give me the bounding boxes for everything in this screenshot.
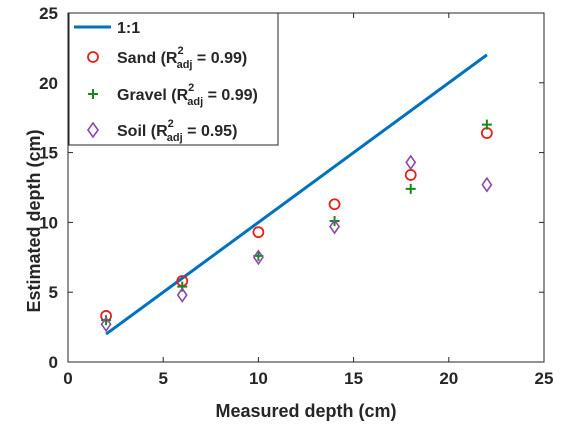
legend-label-gravel: Gravel (R2 adj = 0.99) xyxy=(117,82,258,108)
y-tick-label-3: 15 xyxy=(39,144,58,163)
legend: 1:1 Sand (R2 adj = 0.99) Gravel (R2 adj = … xyxy=(68,12,279,146)
legend-label-sand: Sand (R2 adj = 0.99) xyxy=(117,45,247,71)
legend-entry-soil: Soil (R2 adj = 0.95) xyxy=(87,118,237,144)
legend-soil-sup: 2 xyxy=(168,118,174,130)
soil-point-5 xyxy=(481,176,493,193)
y-axis-label: Estimated depth (cm) xyxy=(24,129,44,312)
legend-sand-suffix: = 0.99) xyxy=(192,50,247,67)
x-tick-label-4: 20 xyxy=(439,369,458,388)
legend-entry-gravel: Gravel (R2 adj = 0.99) xyxy=(88,82,258,108)
gravel-point-5 xyxy=(481,119,492,130)
x-axis-label: Measured depth (cm) xyxy=(215,401,396,421)
legend-soil-suffix: = 0.95) xyxy=(183,123,238,140)
soil-point-3 xyxy=(329,218,341,235)
legend-gravel-sub: adj xyxy=(187,96,203,108)
gravel-point-4 xyxy=(405,183,416,194)
y-tick-label-1: 5 xyxy=(49,283,58,302)
sand-point-2 xyxy=(252,226,265,239)
legend-entry-line: 1:1 xyxy=(74,20,140,37)
soil-point-2 xyxy=(252,249,264,266)
x-tick-label-0: 0 xyxy=(63,369,72,388)
x-tick-label-5: 25 xyxy=(535,369,554,388)
legend-label-line: 1:1 xyxy=(117,20,140,37)
legend-sand-marker xyxy=(87,51,99,63)
legend-label-soil: Soil (R2 adj = 0.95) xyxy=(117,118,237,144)
legend-gravel-marker xyxy=(88,89,98,99)
gravel-point-1 xyxy=(177,281,188,292)
legend-soil-sub: adj xyxy=(167,132,183,144)
y-tick-label-2: 10 xyxy=(39,213,58,232)
legend-sand-sub: adj xyxy=(177,59,193,71)
x-tick-label-2: 10 xyxy=(249,369,268,388)
plot-marks xyxy=(100,53,493,336)
legend-sand-prefix: Sand (R xyxy=(117,50,178,67)
soil-point-0 xyxy=(100,316,112,333)
soil-point-1 xyxy=(176,287,188,303)
legend-gravel-prefix: Gravel (R xyxy=(117,87,189,104)
tick-labels: 0 5 10 15 20 25 0 5 10 15 20 25 xyxy=(39,4,553,388)
legend-entry-sand: Sand (R2 adj = 0.99) xyxy=(87,45,247,71)
y-tick-label-4: 20 xyxy=(39,74,58,93)
legend-soil-prefix: Soil (R xyxy=(117,123,168,140)
x-tick-label-3: 15 xyxy=(344,369,363,388)
legend-gravel-suffix: = 0.99) xyxy=(203,87,258,104)
x-tick-label-1: 5 xyxy=(158,369,167,388)
y-tick-label-0: 0 xyxy=(49,353,58,372)
legend-gravel-sup: 2 xyxy=(188,82,194,94)
line-1to1 xyxy=(105,53,488,336)
legend-sand-sup: 2 xyxy=(177,45,183,57)
legend-box xyxy=(68,12,279,146)
y-tick-label-5: 25 xyxy=(39,4,58,23)
sand-point-3 xyxy=(328,198,341,211)
soil-point-4 xyxy=(405,154,417,171)
legend-soil-marker xyxy=(87,121,99,139)
